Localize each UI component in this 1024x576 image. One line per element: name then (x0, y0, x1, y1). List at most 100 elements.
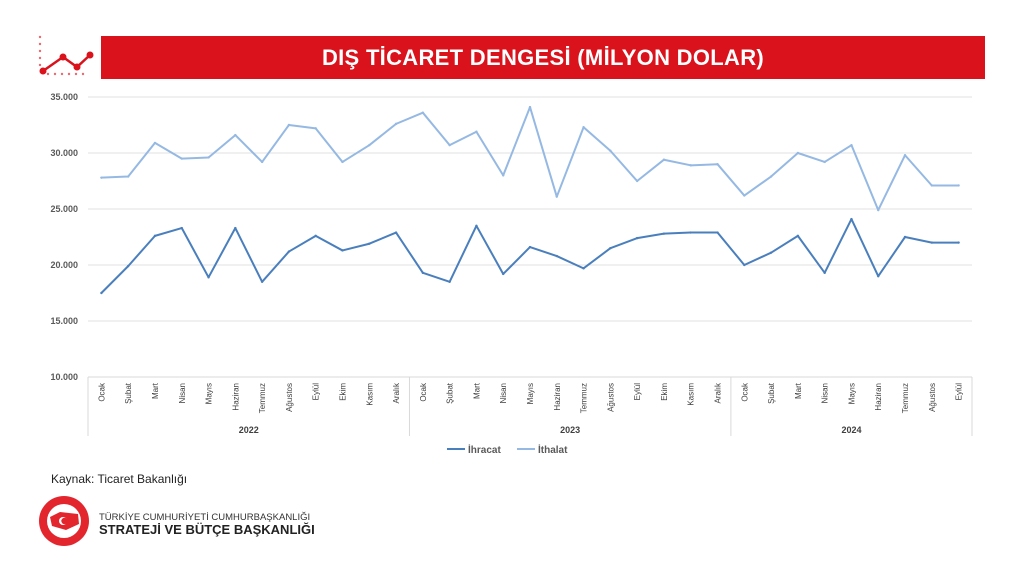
data-point (421, 111, 425, 114)
year-label: 2022 (239, 425, 259, 435)
data-point (930, 241, 934, 244)
data-point (475, 224, 478, 227)
data-point (769, 175, 773, 178)
x-tick-label: Temmuz (258, 383, 267, 413)
data-point (850, 143, 853, 147)
page-title: DIŞ TİCARET DENGESİ (MİLYON DOLAR) (101, 36, 985, 79)
data-point (582, 126, 585, 129)
data-point (689, 164, 692, 167)
legend-label: İthalat (538, 443, 568, 456)
data-point (930, 184, 934, 187)
data-point (609, 149, 612, 152)
data-point (743, 194, 746, 197)
data-point (582, 267, 585, 270)
data-point (555, 254, 558, 258)
x-tick-label: Haziran (874, 383, 883, 411)
x-tick-label: Kasım (365, 383, 374, 406)
data-point (180, 157, 183, 160)
data-point (368, 143, 371, 147)
data-point (100, 291, 103, 295)
x-tick-label: Şubat (124, 382, 133, 404)
data-point (341, 249, 344, 252)
x-tick-label: Mart (151, 382, 160, 399)
x-tick-label: Mayıs (526, 383, 535, 404)
y-tick-label: 10.000 (50, 372, 78, 382)
x-tick-label: Mayıs (847, 383, 856, 404)
data-point (635, 236, 639, 240)
data-point (287, 250, 291, 253)
seal-logo (39, 496, 89, 546)
data-point (341, 160, 344, 164)
x-tick-label: Mart (472, 382, 481, 399)
data-point (903, 235, 907, 239)
data-point (850, 217, 853, 221)
data-point (234, 133, 237, 137)
data-point (528, 245, 532, 249)
org-name-line1: TÜRKİYE CUMHURİYETİ CUMHURBAŞKANLIĞI (99, 512, 311, 523)
data-point (207, 156, 210, 159)
year-label: 2024 (841, 425, 861, 435)
x-tick-label: Aralık (392, 382, 401, 403)
x-tick-label: Haziran (231, 383, 240, 411)
data-point (903, 154, 907, 157)
data-point (448, 280, 451, 283)
legend-label: İhracat (468, 443, 501, 456)
data-point (743, 263, 746, 267)
data-point (957, 184, 960, 187)
data-point (448, 143, 451, 147)
chart-icon (38, 35, 94, 76)
x-tick-label: Ocak (97, 382, 106, 402)
data-point (394, 231, 398, 234)
data-point (609, 247, 612, 250)
data-point (126, 264, 130, 268)
data-point (207, 276, 210, 279)
x-tick-label: Şubat (767, 382, 776, 404)
x-tick-label: Nisan (821, 383, 830, 403)
data-point (716, 163, 719, 166)
source-note: Kaynak: Ticaret Bakanlığı (51, 472, 188, 486)
data-point (716, 231, 719, 234)
x-tick-label: Ağustos (285, 383, 294, 412)
data-point (689, 231, 692, 234)
data-point (823, 160, 826, 164)
x-tick-label: Mayıs (205, 383, 214, 404)
data-point (260, 280, 264, 283)
x-tick-label: Ağustos (928, 383, 937, 412)
x-tick-label: Ekim (660, 383, 669, 401)
data-point (502, 272, 505, 276)
y-tick-label: 35.000 (50, 92, 78, 102)
x-tick-label: Aralık (714, 382, 723, 403)
data-point (234, 226, 237, 230)
data-point (394, 122, 398, 126)
x-tick-label: Temmuz (580, 383, 589, 413)
y-tick-label: 25.000 (50, 204, 78, 214)
x-tick-label: Nisan (499, 383, 508, 403)
data-point (796, 151, 800, 155)
data-point (877, 208, 880, 212)
data-point (260, 160, 264, 164)
x-tick-label: Nisan (178, 383, 187, 403)
x-tick-label: Mart (794, 382, 803, 399)
year-label: 2023 (560, 425, 580, 435)
data-point (314, 234, 317, 238)
data-point (180, 226, 183, 230)
y-tick-label: 20.000 (50, 260, 78, 270)
data-point (877, 275, 880, 278)
x-tick-label: Ocak (740, 382, 749, 402)
y-tick-label: 30.000 (50, 148, 78, 158)
series-line-ihracat (100, 218, 959, 294)
data-point (769, 251, 773, 254)
x-tick-label: Haziran (553, 383, 562, 411)
x-tick-label: Temmuz (901, 383, 910, 413)
x-tick-label: Ağustos (606, 383, 615, 412)
data-point (528, 105, 532, 109)
data-point (126, 175, 130, 178)
org-name-line2: STRATEJİ VE BÜTÇE BAŞKANLIĞI (99, 522, 315, 537)
data-point (475, 130, 478, 133)
data-point (823, 271, 826, 275)
data-point (502, 174, 505, 177)
x-tick-label: Ekim (338, 383, 347, 401)
x-tick-label: Eylül (633, 383, 642, 401)
data-point (555, 195, 558, 198)
